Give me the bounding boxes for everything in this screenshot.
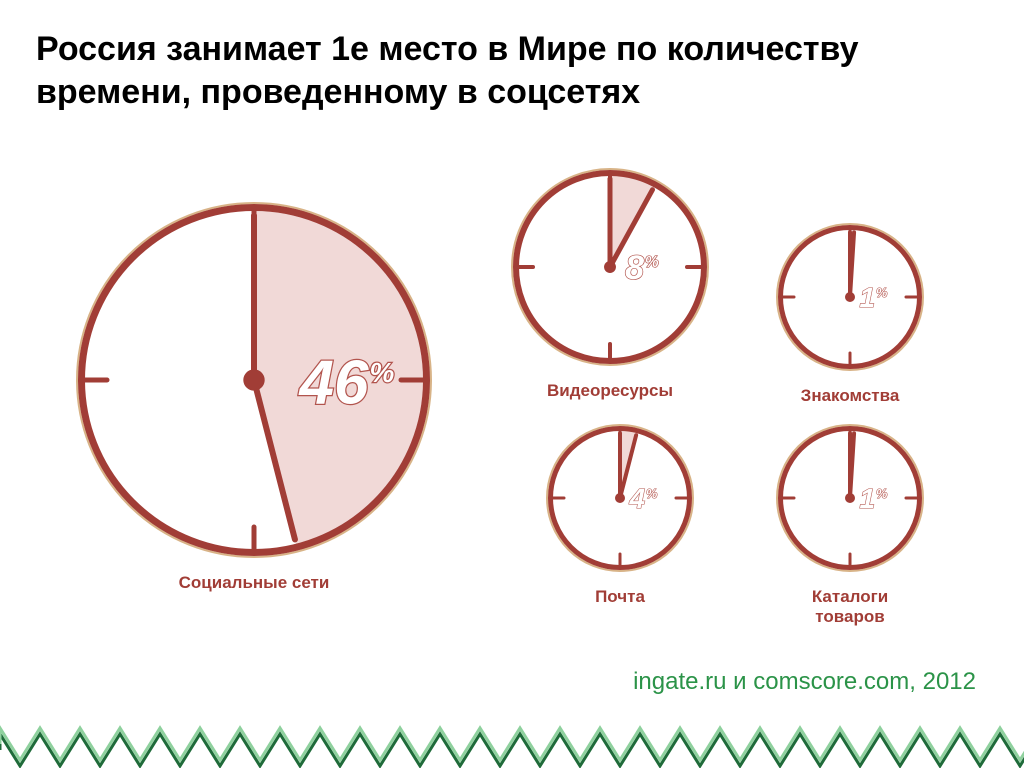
page-title: Россия занимает 1е место в Мире по колич…: [36, 28, 964, 113]
clock-catalog: 1% Каталоги товаров: [776, 424, 924, 627]
clock-label: Видеоресурсы: [511, 381, 709, 401]
clock-label: Знакомства: [776, 386, 924, 406]
clock-face: 8%: [511, 168, 709, 366]
source-credit: ingate.ru и comscore.com, 2012: [633, 668, 976, 696]
clock-dating: 1% Знакомства: [776, 223, 924, 406]
clock-label: Почта: [546, 587, 694, 607]
clock-label: Каталоги товаров: [776, 587, 924, 627]
clock-face: 46%: [76, 202, 432, 558]
clock-face: 1%: [776, 223, 924, 371]
clock-mail: 4% Почта: [546, 424, 694, 607]
zigzag-border: [0, 720, 1024, 768]
clock-face: 4%: [546, 424, 694, 572]
percent-value: 8%: [625, 249, 659, 287]
percent-value: 1%: [860, 483, 888, 514]
clock-face: 1%: [776, 424, 924, 572]
percent-value: 4%: [629, 483, 658, 514]
percent-value: 1%: [860, 282, 888, 313]
clock-label: Социальные сети: [76, 573, 432, 593]
clock-video: 8% Видеоресурсы: [511, 168, 709, 401]
clock-social: 46% Социальные сети: [76, 202, 432, 593]
